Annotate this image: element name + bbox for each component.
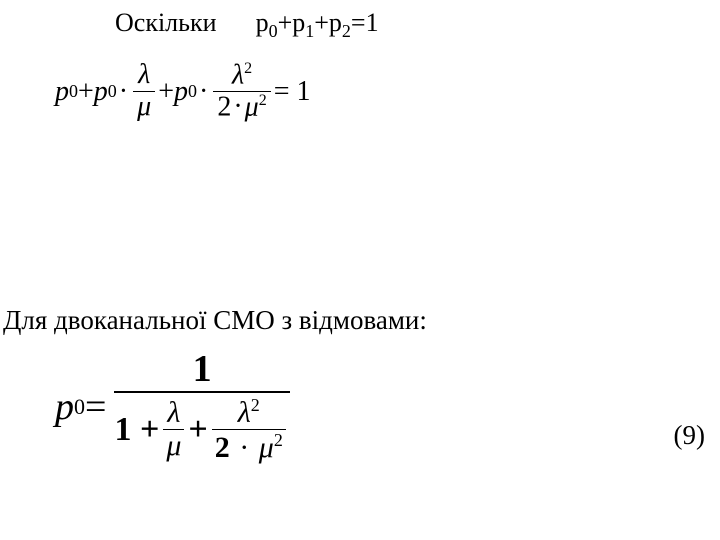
eq2-sf2-den: 2 · μ2 [212, 430, 286, 464]
eq2-den: 1 + λ μ + λ2 2 · μ2 [114, 393, 289, 464]
eqnum-text: (9) [674, 420, 705, 450]
plus1: + [278, 8, 293, 37]
eq2-plus-mid: + [188, 411, 207, 449]
eq2-sf2-musq: 2 [274, 430, 283, 450]
intro-spacing [223, 8, 249, 37]
p1-sub: 1 [305, 21, 314, 41]
paragraph-text: Для двоканальної СМО з відмовами: [3, 305, 427, 335]
equation-number: (9) [674, 420, 705, 451]
eq1-frac1: λ μ [133, 60, 155, 123]
eq1-frac2-num: λ2 [228, 60, 256, 91]
eq2-topnum: 1 [193, 350, 212, 391]
eq1-p0b-sub: 0 [108, 81, 117, 102]
eq1-dot-1: · [119, 76, 128, 108]
paragraph-line: Для двоканальної СМО з відмовами: [3, 305, 427, 336]
intro-line: Оскільки р0+р1+р2=1 [115, 8, 379, 42]
intro-word: Оскільки [115, 8, 217, 37]
eq1-frac2-den: 2·μ2 [213, 92, 270, 123]
eq1-p0-p: p [55, 76, 69, 108]
eq1-plus-2: + [158, 76, 174, 108]
plus2: + [314, 8, 329, 37]
eq2-p-sub: 0 [74, 394, 85, 420]
eq2-sf1-den: μ [163, 430, 184, 462]
eq1-p0c-p: p [174, 76, 188, 108]
eq1-frac2-sq: 2 [244, 60, 252, 77]
eq1-equals-one: = 1 [274, 76, 311, 108]
eq2-sf2-num: λ2 [235, 395, 263, 429]
eq1-plus-1: + [78, 76, 94, 108]
eq2-sf2-mu: μ [259, 431, 274, 464]
eq2-sf2-sq: 2 [251, 395, 260, 415]
eq1-frac2-dot: · [233, 91, 242, 122]
p2-sub: 2 [342, 21, 351, 41]
eq-rhs: =1 [351, 8, 379, 37]
eq1-frac1-num: λ [134, 60, 154, 91]
eq1-dot-2: · [199, 76, 208, 108]
p1: р [292, 8, 305, 37]
eq1-frac2-lambda: λ [232, 59, 244, 90]
eq2-smallfrac2: λ2 2 · μ2 [212, 395, 286, 464]
p2: р [329, 8, 342, 37]
eq2-sf2-lambda: λ [238, 396, 251, 429]
eq2-sf1-num: λ [164, 397, 183, 429]
p0-sub: 0 [269, 21, 278, 41]
eq1-frac1-den: μ [133, 92, 155, 123]
equation-1: p0 + p0 · λ μ + p0 · λ2 2·μ2 = 1 [55, 60, 311, 123]
eq2-sf2-two: 2 [215, 431, 230, 464]
p0: р [256, 8, 269, 37]
eq2-bigfrac: 1 1 + λ μ + λ2 2 · μ2 [114, 350, 289, 464]
eq1-p0b-p: p [94, 76, 108, 108]
eq1-frac2-musq: 2 [259, 92, 267, 109]
eq2-smallfrac1: λ μ [163, 397, 184, 462]
equation-2: p0 = 1 1 + λ μ + λ2 2 · μ2 [55, 350, 290, 464]
eq1-p0c-sub: 0 [188, 81, 197, 102]
eq2-p: p [55, 385, 74, 429]
eq2-eq: = [85, 385, 106, 429]
eq2-oneplus: 1 + [114, 411, 159, 449]
eq1-frac2-mu: μ [245, 91, 259, 122]
eq1-p0-sub: 0 [69, 81, 78, 102]
eq2-sf2-dot: · [239, 431, 249, 464]
eq1-frac2-two: 2 [217, 91, 231, 122]
eq1-frac2: λ2 2·μ2 [213, 60, 270, 123]
